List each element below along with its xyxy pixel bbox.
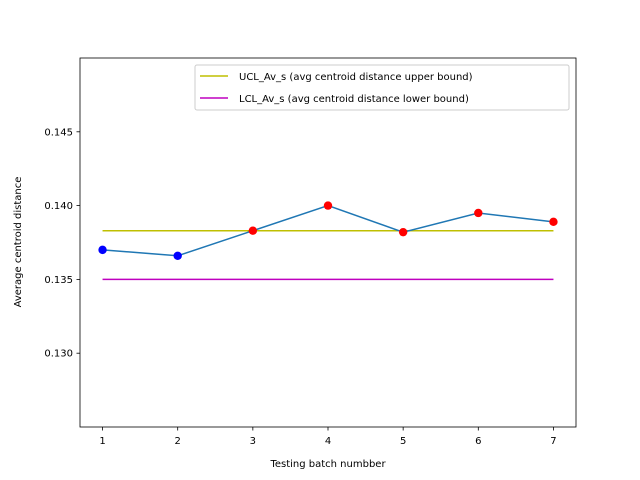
- x-tick-label: 7: [550, 436, 556, 447]
- legend-label-lcl: LCL_Av_s (avg centroid distance lower bo…: [239, 94, 469, 105]
- x-tick-label: 1: [99, 436, 105, 447]
- x-tick-label: 4: [325, 436, 331, 447]
- x-axis-label: Testing batch numbber: [269, 459, 386, 470]
- y-tick-label: 0.130: [44, 349, 73, 360]
- legend: UCL_Av_s (avg centroid distance upper bo…: [194, 64, 570, 111]
- plot-area: [98, 201, 558, 281]
- axes: 1 2 3 4 5 6 7 0.130 0.135 0.140 0.145: [44, 57, 577, 447]
- x-tick-label: 6: [475, 436, 481, 447]
- y-tick-label: 0.135: [44, 275, 73, 286]
- legend-frame: [194, 64, 570, 111]
- data-point: [248, 226, 258, 235]
- data-point: [173, 251, 182, 260]
- data-point: [323, 201, 333, 210]
- data-point: [398, 227, 408, 237]
- y-tick-label: 0.145: [44, 127, 73, 138]
- x-tick-label: 5: [400, 436, 406, 447]
- data-point: [474, 208, 483, 218]
- legend-label-ucl: UCL_Av_s (avg centroid distance upper bo…: [239, 72, 473, 83]
- x-tick-label: 2: [175, 436, 181, 447]
- data-point: [98, 245, 107, 255]
- data-point: [549, 217, 558, 227]
- y-axis-label: Average centroid distance: [13, 177, 24, 308]
- x-tick-label: 3: [250, 436, 256, 447]
- y-tick-label: 0.140: [44, 201, 73, 212]
